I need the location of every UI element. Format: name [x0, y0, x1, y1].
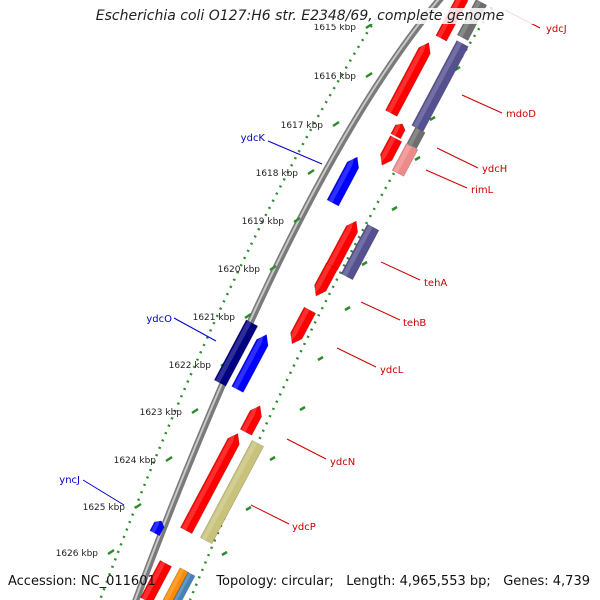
tick-1625: 1625 kbp [83, 502, 142, 513]
inner-tick [429, 115, 436, 122]
gene-small-gray[interactable] [406, 127, 426, 149]
outer-tick-track [98, 11, 382, 600]
inner-tick [391, 205, 398, 212]
gene-label-mdoD[interactable]: mdoD [461, 94, 536, 120]
tick-1616: 1616 kbp [314, 71, 373, 82]
gene-ydcO-b[interactable] [231, 332, 273, 393]
gene-ydcK[interactable] [326, 154, 363, 207]
topology-text: Topology: circular; [216, 574, 334, 589]
tick-label: 1626 kbp [56, 549, 99, 559]
gene-label-rimL[interactable]: rimL [425, 169, 494, 196]
gene-tehB[interactable] [310, 262, 339, 299]
tick-1623: 1623 kbp [140, 407, 199, 418]
gene-label-ydcO[interactable]: ydcO [146, 314, 217, 342]
gene-label-tehA[interactable]: tehA [380, 261, 447, 289]
gene-ydcP[interactable] [200, 439, 264, 545]
gene-ydcN[interactable] [180, 430, 243, 535]
inner-tick [361, 260, 368, 267]
tick-1621: 1621 kbp [193, 312, 252, 323]
inner-tick [344, 305, 351, 312]
tick-label: 1625 kbp [83, 503, 126, 513]
tick-1622: 1622 kbp [169, 360, 228, 371]
tick-1619: 1619 kbp [242, 216, 301, 227]
gene-bottom-red[interactable] [139, 560, 173, 600]
gene-bottom-steel[interactable] [170, 571, 196, 600]
tick-label: 1615 kbp [314, 23, 357, 33]
gene-group [139, 0, 488, 600]
gene-label-text: ydcL [380, 365, 404, 376]
gene-small-red-a[interactable] [390, 121, 407, 140]
gene-label-text: ydcK [241, 133, 266, 144]
genome-stats: Topology: circular; Length: 4,965,553 bp… [216, 574, 590, 589]
tick-label: 1617 kbp [281, 121, 324, 131]
genes-count-text: Genes: 4,739 [503, 574, 590, 589]
gene-mdoD[interactable] [411, 40, 469, 132]
gene-label-ydcN[interactable]: ydcN [286, 438, 355, 468]
tick-label: 1620 kbp [218, 265, 261, 275]
gene-label-text: ydcH [482, 164, 507, 175]
gene-label-text: rimL [471, 185, 494, 196]
tick-1617: 1617 kbp [281, 120, 340, 131]
inner-tick [221, 550, 228, 557]
gene-label-ydcP[interactable]: ydcP [250, 504, 316, 533]
gene-label-text: yncJ [59, 475, 80, 486]
tick-label: 1622 kbp [169, 361, 212, 371]
tick-label: 1621 kbp [193, 313, 236, 323]
inner-tick-track [188, 7, 494, 600]
gene-label-ydcL[interactable]: ydcL [336, 347, 404, 376]
tick-label: 1623 kbp [140, 408, 183, 418]
tick-1620: 1620 kbp [218, 264, 277, 275]
tick-1626: 1626 kbp [56, 548, 115, 559]
gene-label-text: ydcJ [546, 24, 567, 35]
gene-red-1[interactable] [385, 40, 434, 117]
inner-tick [269, 455, 276, 462]
gene-label-yncJ[interactable]: yncJ [59, 475, 125, 506]
gene-label-ydcH[interactable]: ydcH [436, 147, 507, 175]
gene-red-d[interactable] [239, 403, 266, 436]
inner-tick [299, 405, 306, 412]
inner-tick [245, 505, 252, 512]
tick-label: 1616 kbp [314, 72, 357, 82]
gene-bottom-orange[interactable] [162, 567, 190, 600]
gene-label-ydcK[interactable]: ydcK [241, 133, 323, 165]
tick-label: 1618 kbp [256, 169, 299, 179]
tick-1624: 1624 kbp [114, 455, 173, 466]
gene-label-group: ydcJ mdoD ydcK ydcH rimL tehA tehB ydcO ydcL ydcN… [59, 9, 567, 533]
gene-label-text: mdoD [506, 109, 536, 120]
map-title: Escherichia coli O127:H6 str. E2348/69, … [0, 8, 600, 24]
inner-tick [317, 355, 324, 362]
accession-text: Accession: NC_011601 [8, 574, 156, 589]
tick-1618: 1618 kbp [256, 168, 315, 179]
gene-ydcL[interactable] [286, 306, 317, 347]
inner-tick [414, 155, 421, 162]
tick-label: 1619 kbp [242, 217, 285, 227]
length-text: Length: 4,965,553 bp; [346, 574, 491, 589]
gene-rimL[interactable] [391, 143, 419, 177]
gene-label-text: tehB [403, 318, 426, 329]
gene-tehA[interactable] [340, 223, 380, 281]
gene-yncJ[interactable] [149, 518, 166, 537]
gene-label-tehB[interactable]: tehB [360, 301, 426, 329]
gene-label-text: ydcO [146, 314, 172, 325]
tick-label: 1624 kbp [114, 456, 157, 466]
gene-red-b[interactable] [376, 135, 403, 169]
gene-label-text: tehA [424, 278, 447, 289]
gene-label-text: ydcN [330, 457, 355, 468]
gene-ydcO[interactable] [213, 319, 259, 387]
gene-label-text: ydcP [292, 522, 316, 533]
tick-1615: 1615 kbp [314, 22, 373, 33]
